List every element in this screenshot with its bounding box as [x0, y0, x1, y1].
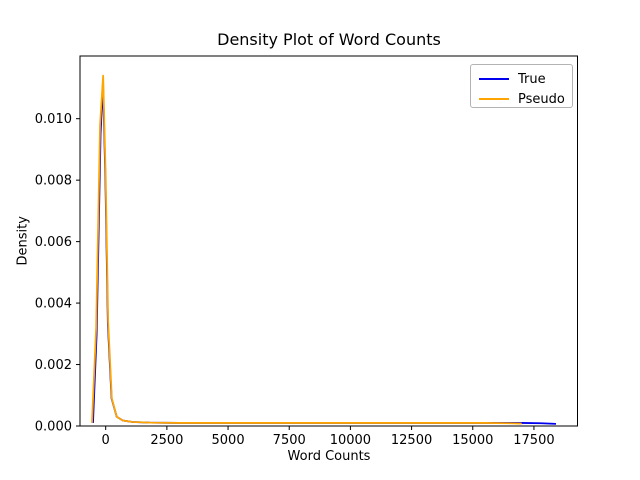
- y-axis-ticks: 0.000 0.002 0.004 0.006 0.008 0.010: [35, 112, 80, 435]
- legend: True Pseudo: [470, 64, 573, 108]
- x-tick-label: 12500: [391, 433, 432, 448]
- x-tick-label: 0: [102, 433, 110, 448]
- x-tick-label: 2500: [150, 433, 183, 448]
- x-tick-label: 10000: [330, 433, 371, 448]
- y-axis-label: Density: [15, 216, 31, 266]
- y-tick-label: 0.004: [35, 297, 72, 312]
- legend-label-true: True: [518, 71, 546, 87]
- y-tick-label: 0.010: [35, 112, 72, 127]
- kde-curves: [91, 74, 557, 425]
- axes-spines: [79, 55, 578, 427]
- pseudo-kde-curve: [91, 74, 522, 425]
- axes-frame: [79, 55, 578, 427]
- pseudo-line-swatch: [479, 98, 509, 100]
- x-tick-label: 5000: [212, 433, 245, 448]
- chart-title: Density Plot of Word Counts: [217, 30, 441, 49]
- x-tick-label: 7500: [273, 433, 306, 448]
- legend-entry-pseudo: Pseudo: [479, 89, 565, 109]
- legend-label-pseudo: Pseudo: [518, 91, 565, 107]
- y-tick-label: 0.002: [35, 358, 72, 373]
- x-axis-label: Word Counts: [287, 449, 371, 464]
- true-line-swatch: [479, 78, 509, 80]
- x-axis-ticks: 0 2500 5000 7500 10000 12500 15000 17500: [102, 426, 555, 448]
- true-kde-curve: [92, 80, 557, 425]
- x-tick-label: 15000: [452, 433, 493, 448]
- y-tick-label: 0.000: [35, 420, 72, 435]
- x-tick-label: 17500: [513, 433, 554, 448]
- legend-entry-true: True: [479, 69, 564, 89]
- y-tick-label: 0.006: [35, 235, 72, 250]
- y-tick-label: 0.008: [35, 174, 72, 189]
